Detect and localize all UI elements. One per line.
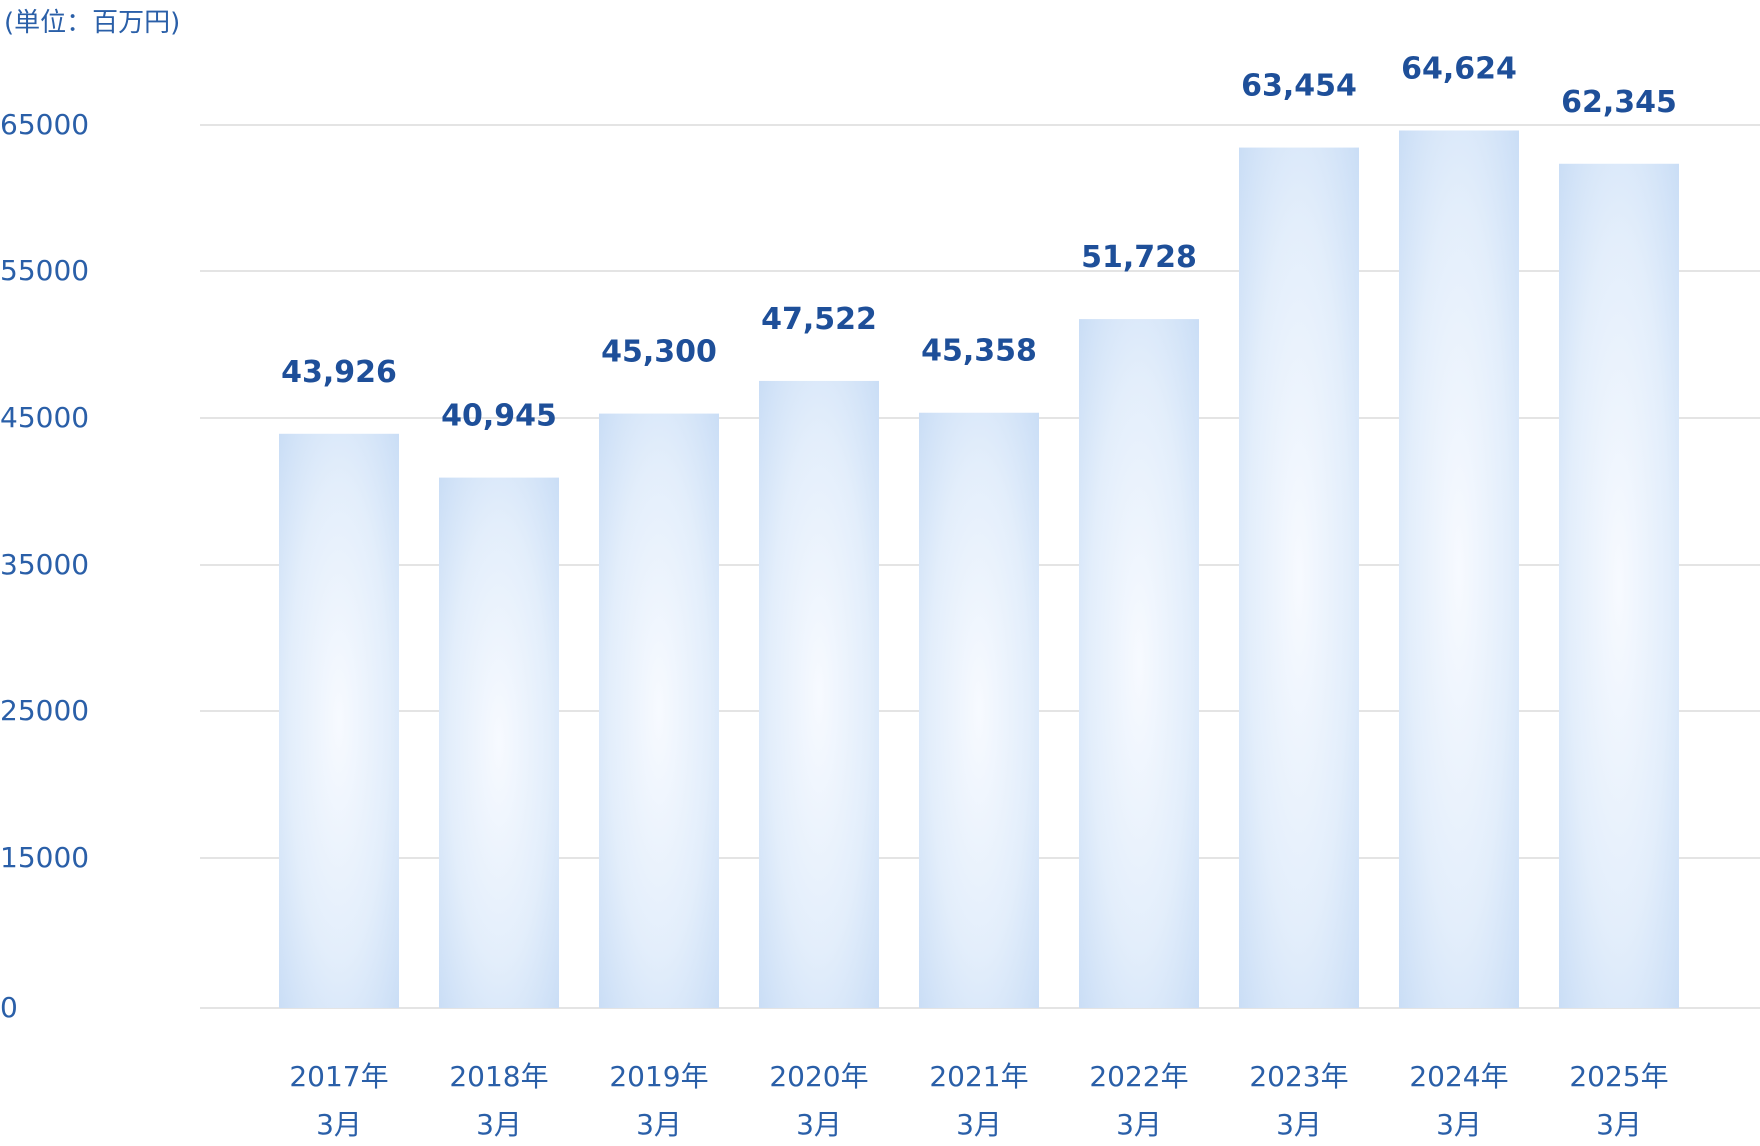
- data-label: 47,522: [761, 302, 877, 337]
- x-tick-label-month: 3月: [1436, 1108, 1482, 1141]
- x-tick-label-year: 2017年: [289, 1060, 388, 1093]
- data-label: 40,945: [441, 399, 557, 434]
- bar: [1559, 163, 1679, 1008]
- y-tick-label: 35000: [0, 548, 89, 581]
- x-tick-label-month: 3月: [476, 1108, 522, 1141]
- x-tick-label-year: 2025年: [1569, 1060, 1668, 1093]
- x-tick-label-month: 3月: [316, 1108, 362, 1141]
- data-label: 64,624: [1401, 51, 1517, 86]
- bars: [279, 130, 1679, 1009]
- y-tick-label: 15000: [0, 841, 89, 874]
- data-label: 62,345: [1561, 85, 1677, 120]
- x-tick-label-month: 3月: [796, 1108, 842, 1141]
- data-label: 51,728: [1081, 240, 1197, 275]
- x-tick-label-year: 2020年: [769, 1060, 868, 1093]
- x-tick-label-year: 2018年: [449, 1060, 548, 1093]
- unit-label: (単位：百万円): [4, 8, 181, 38]
- bar: [1079, 319, 1199, 1008]
- x-tick-label-year: 2019年: [609, 1060, 708, 1093]
- x-tick-label-year: 2023年: [1249, 1060, 1348, 1093]
- x-tick-label-month: 3月: [1276, 1108, 1322, 1141]
- data-label: 45,300: [601, 335, 717, 370]
- x-tick-label-month: 3月: [1116, 1108, 1162, 1141]
- y-axis-ticks: 0 15000 25000 35000 45000 55000 65000: [0, 108, 89, 1024]
- x-tick-label-month: 3月: [1596, 1108, 1642, 1141]
- value-labels: 43,926 40,945 45,300 47,522 45,358 51,728 63,4…: [281, 51, 1677, 433]
- bar: [1399, 130, 1519, 1008]
- x-tick-label-year: 2022年: [1089, 1060, 1188, 1093]
- x-tick-label-year: 2021年: [929, 1060, 1028, 1093]
- bar: [439, 477, 559, 1008]
- x-axis-ticks: 2017年 3月 2018年 3月 2019年 3月 2020年 3月 2021年 3月 2022年…: [289, 1060, 1668, 1141]
- data-label: 45,358: [921, 334, 1037, 369]
- y-tick-label: 65000: [0, 108, 89, 141]
- bar: [1239, 147, 1359, 1008]
- bar: [919, 412, 1039, 1008]
- data-label: 63,454: [1241, 69, 1357, 104]
- y-tick-label: 0: [0, 991, 18, 1024]
- x-tick-label-month: 3月: [636, 1108, 682, 1141]
- x-tick-label-year: 2024年: [1409, 1060, 1508, 1093]
- x-tick-label-month: 3月: [956, 1108, 1002, 1141]
- y-tick-label: 55000: [0, 254, 89, 287]
- bar: [599, 413, 719, 1009]
- data-label: 43,926: [281, 355, 397, 390]
- y-tick-label: 25000: [0, 694, 89, 727]
- bar: [279, 433, 399, 1008]
- y-tick-label: 45000: [0, 401, 89, 434]
- bar: [759, 380, 879, 1008]
